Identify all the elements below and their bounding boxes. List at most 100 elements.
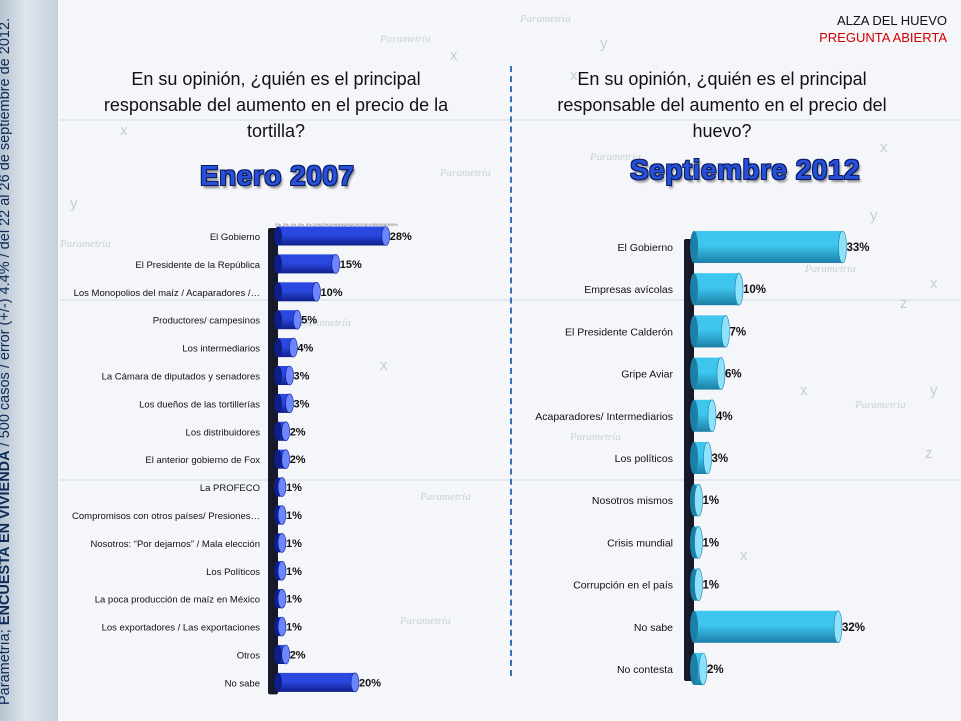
value-label: 1% xyxy=(286,482,302,494)
bar-end-cap xyxy=(838,230,847,264)
value-label: 1% xyxy=(286,622,302,634)
bar-acaparadores-intermediarios xyxy=(694,399,712,432)
bar-los-monopolios-del-maiz-acaparadores xyxy=(278,282,317,302)
category-label-otros: Otros xyxy=(237,651,260,662)
tick-label: 14% xyxy=(328,222,336,227)
tick-label: 12% xyxy=(320,222,328,227)
category-label-los-exportadores-las-exportaciones: Los exportadores / Las exportaciones xyxy=(102,623,261,634)
bar-no-sabe xyxy=(694,610,838,643)
value-label: 5% xyxy=(301,315,317,327)
category-label-compromisos-con-otros-paises-presiones: Compromisos con otros países/ Presiones… xyxy=(72,511,260,522)
tick-label: 6% xyxy=(298,222,304,227)
value-label: 20% xyxy=(359,677,381,689)
tick-label: 8% xyxy=(306,222,312,227)
bar-el-gobierno xyxy=(278,226,386,246)
bar-el-gobierno xyxy=(694,231,843,263)
category-label-la-profeco: La PROFECO xyxy=(200,483,260,494)
category-label-los-distribuidores: Los distribuidores xyxy=(186,427,261,438)
category-label-los-duenos-de-las-tortillerias: Los dueños de las tortillerías xyxy=(139,399,260,410)
value-label: 15% xyxy=(340,259,362,271)
bar-end-cap xyxy=(285,393,294,414)
value-label: 1% xyxy=(286,510,302,522)
tick-label: 18% xyxy=(343,222,351,227)
category-label-nosotros-por-dejarnos-mala-eleccion: Nosotros: “Por dejarnos” / Mala elección xyxy=(91,539,261,550)
bar-base-cap xyxy=(274,338,282,358)
bar-base-cap xyxy=(690,231,698,263)
tick-label: 26% xyxy=(374,222,382,227)
question-left: En su opinión, ¿quién es el principal re… xyxy=(103,69,449,141)
bar-base-cap xyxy=(690,442,698,474)
question-right: En su opinión, ¿quién es el principal re… xyxy=(557,69,887,141)
bar-end-cap xyxy=(707,399,717,433)
bar-no-contesta xyxy=(694,653,703,685)
value-label: 28% xyxy=(390,231,412,243)
bar-end-cap xyxy=(277,616,287,637)
bar-gripe-aviar xyxy=(694,357,721,390)
value-label: 1% xyxy=(286,566,302,578)
category-label-los-intermediarios: Los intermediarios xyxy=(182,344,260,355)
value-label: 32% xyxy=(842,622,865,634)
value-label: 4% xyxy=(716,411,733,423)
bar-base-cap xyxy=(274,282,282,302)
bar-base-cap xyxy=(690,357,698,390)
bar-end-cap xyxy=(350,672,360,693)
bar-base-cap xyxy=(274,672,282,692)
axis-wall xyxy=(684,239,694,681)
category-label-no-contesta: No contesta xyxy=(617,664,673,676)
value-label: 3% xyxy=(294,371,310,383)
category-label-la-poca-produccion-de-maiz-en-mexico: La poca producción de maíz en México xyxy=(95,595,260,606)
category-label-la-camara-de-diputados-y-senadores: La Cámara de diputados y senadores xyxy=(102,372,261,383)
bar-end-cap xyxy=(721,315,730,348)
tick-label: 2% xyxy=(283,222,289,227)
period-title-left: Enero 2007 xyxy=(200,160,355,191)
bar-base-cap xyxy=(690,315,698,348)
bar-end-cap xyxy=(694,568,703,601)
value-label: 2% xyxy=(707,664,724,676)
bar-end-cap xyxy=(281,449,291,470)
value-label: 7% xyxy=(730,326,747,338)
category-label-gripe-aviar: Gripe Aviar xyxy=(621,369,673,381)
value-label: 2% xyxy=(290,650,306,662)
bar-end-cap xyxy=(281,644,291,665)
category-label-el-anterior-gobierno-de-fox: El anterior gobierno de Fox xyxy=(145,455,260,466)
bar-base-cap xyxy=(274,421,282,441)
value-label: 33% xyxy=(847,242,870,254)
bar-end-cap xyxy=(312,281,321,302)
bar-base-cap xyxy=(274,366,282,385)
bar-base-cap xyxy=(690,610,698,643)
tick-label: 28% xyxy=(382,222,390,227)
tick-label: 10% xyxy=(312,222,320,227)
tick-label: 0% xyxy=(275,222,281,227)
category-label-el-gobierno: El Gobierno xyxy=(618,242,674,254)
bar-base-cap xyxy=(274,310,282,330)
value-label: 6% xyxy=(725,369,742,381)
bar-el-presidente-de-la-republica xyxy=(278,254,336,274)
value-label: 1% xyxy=(703,537,720,549)
category-label-los-politicos: Los Políticos xyxy=(206,567,260,578)
value-label: 1% xyxy=(286,538,302,550)
bar-base-cap xyxy=(690,399,698,432)
category-label-los-monopolios-del-maiz-acaparadores: Los Monopolios del maíz / Acaparadores /… xyxy=(74,288,260,299)
category-label-el-gobierno: El Gobierno xyxy=(210,232,260,243)
tick-label: 20% xyxy=(351,222,359,227)
category-label-nosotros-mismos: Nosotros mismos xyxy=(592,495,673,507)
category-label-no-sabe: No sabe xyxy=(634,622,673,634)
bar-end-cap xyxy=(285,365,294,386)
tick-label: 4% xyxy=(291,222,297,227)
topic-label: ALZA DEL HUEVO xyxy=(836,13,947,28)
value-label: 2% xyxy=(290,454,306,466)
bar-los-intermediarios xyxy=(278,338,294,358)
bar-end-cap xyxy=(716,357,726,390)
category-label-acaparadores-intermediarios: Acaparadores/ Intermediarios xyxy=(535,411,673,423)
bar-base-cap xyxy=(274,226,282,246)
bar-end-cap xyxy=(381,226,391,246)
category-label-los-politicos: Los políticos xyxy=(615,453,673,465)
tick-label: 16% xyxy=(336,222,344,227)
bar-end-cap xyxy=(289,337,298,358)
bar-base-cap xyxy=(274,449,282,469)
period-title-right: Septiembre 2012 xyxy=(630,154,861,185)
category-label-no-sabe: No sabe xyxy=(225,678,260,689)
bar-end-cap xyxy=(703,441,712,475)
